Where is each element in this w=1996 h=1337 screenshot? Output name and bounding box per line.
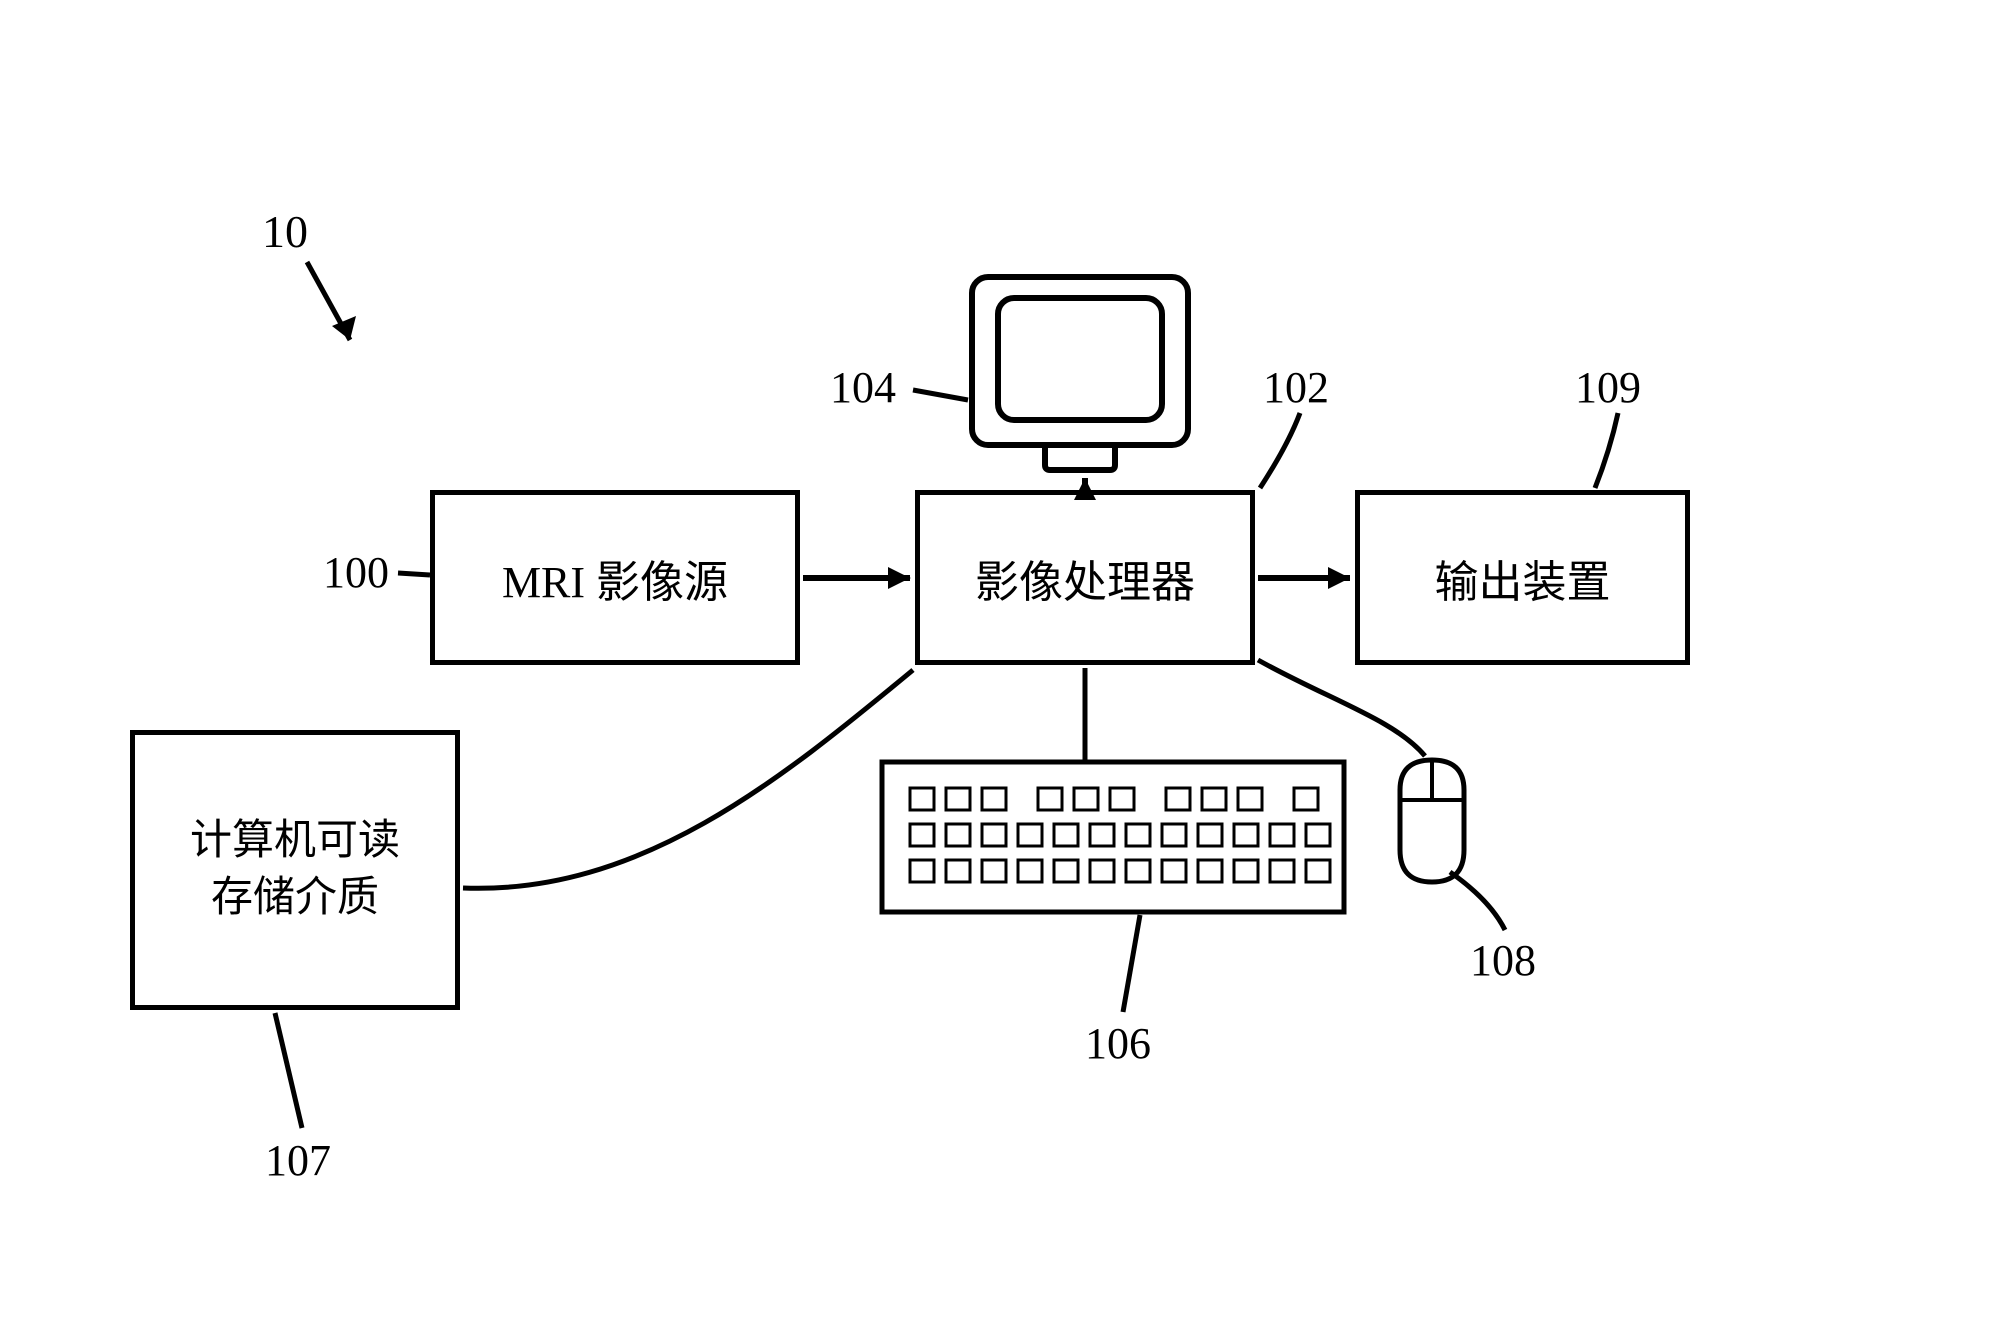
- ref-mouse: 108: [1470, 935, 1536, 986]
- monitor-icon: [972, 277, 1188, 470]
- diagram-canvas: 10 MRI 影像源 影像处理器 输出装置 计算机可读 存储介质 100 104…: [0, 0, 1996, 1337]
- keyboard-icon: [882, 762, 1344, 912]
- output-label: 输出装置: [1435, 546, 1611, 610]
- mouse-icon: [1400, 760, 1464, 882]
- source-label: MRI 影像源: [502, 546, 728, 610]
- ref-output: 109: [1575, 362, 1641, 413]
- source-box: MRI 影像源: [430, 490, 800, 665]
- ref-media: 107: [265, 1135, 331, 1186]
- processor-label: 影像处理器: [975, 546, 1195, 610]
- ref-source: 100: [323, 547, 389, 598]
- media-label-line1: 计算机可读: [190, 813, 400, 870]
- ref-keyboard: 106: [1085, 1018, 1151, 1069]
- ref-processor: 102: [1263, 362, 1329, 413]
- processor-box: 影像处理器: [915, 490, 1255, 665]
- media-box: 计算机可读 存储介质: [130, 730, 460, 1010]
- output-box: 输出装置: [1355, 490, 1690, 665]
- ref-system: 10: [262, 205, 308, 258]
- ref-monitor: 104: [830, 362, 896, 413]
- media-label-line2: 存储介质: [211, 870, 379, 927]
